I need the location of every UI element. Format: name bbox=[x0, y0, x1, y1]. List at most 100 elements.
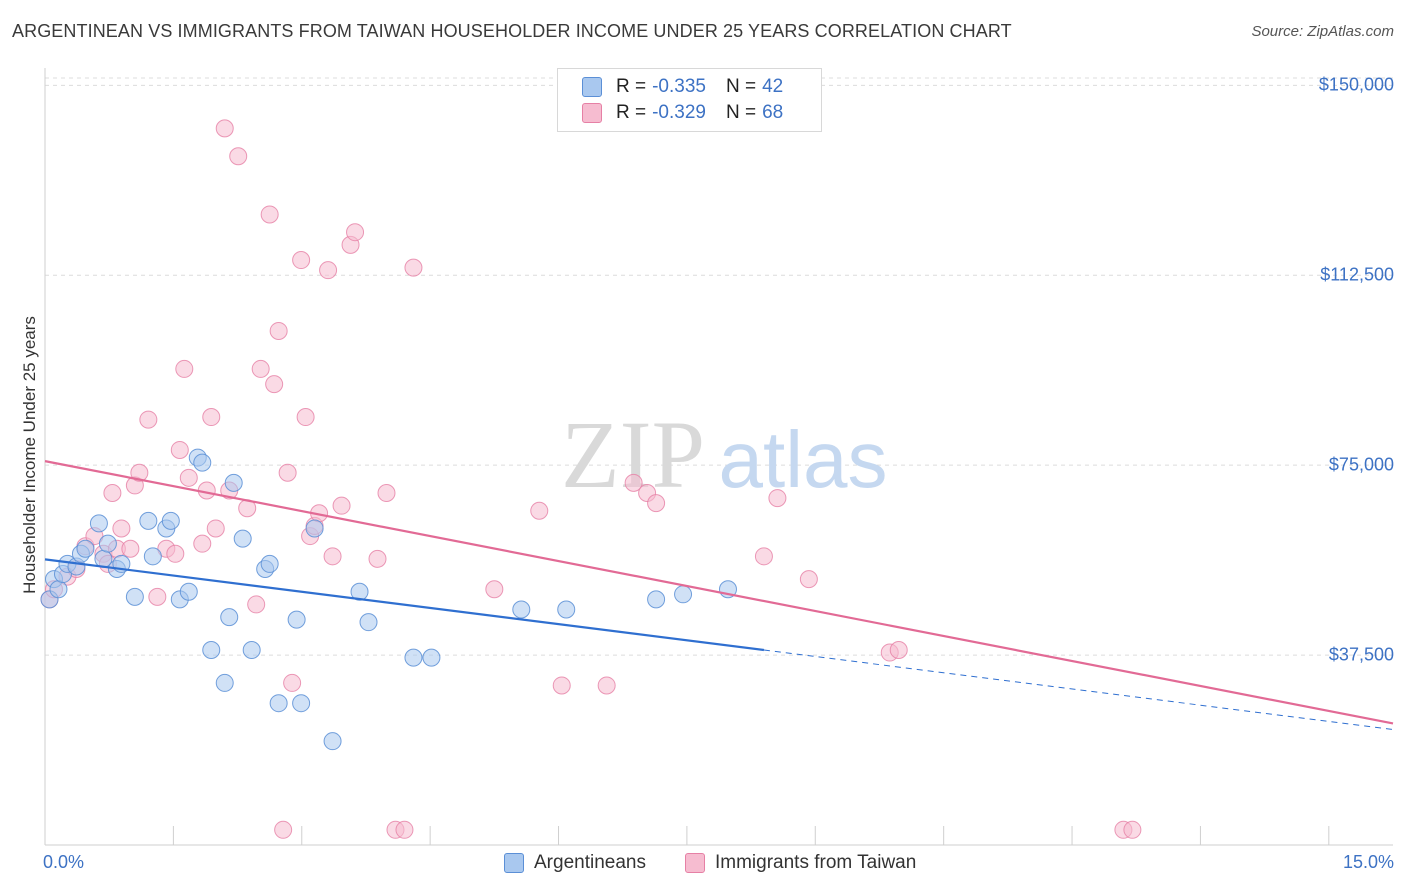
chart-title: ARGENTINEAN VS IMMIGRANTS FROM TAIWAN HO… bbox=[12, 21, 1012, 41]
legend-row-argentineans: R = -0.335 N = 42 bbox=[582, 75, 803, 99]
taiwan-point bbox=[296, 408, 315, 427]
taiwan-point bbox=[768, 489, 787, 508]
taiwan-point bbox=[395, 820, 414, 839]
taiwan-point bbox=[552, 676, 571, 695]
argentinean-point bbox=[139, 511, 158, 530]
taiwan-point bbox=[377, 484, 396, 503]
y-tick-label: $37,500 bbox=[1328, 644, 1394, 665]
taiwan-point bbox=[283, 673, 302, 692]
taiwan-point bbox=[332, 496, 351, 515]
taiwan-point bbox=[754, 547, 773, 566]
taiwan-point bbox=[274, 820, 293, 839]
argentineans-trend-line bbox=[44, 558, 765, 652]
trend-lines bbox=[44, 460, 1394, 731]
taiwan-point bbox=[647, 494, 666, 513]
taiwan-legend-swatch bbox=[685, 853, 705, 873]
argentinean-point bbox=[98, 534, 117, 553]
argentinean-point bbox=[125, 587, 144, 606]
r-value: -0.335 bbox=[652, 76, 706, 97]
taiwan-point bbox=[404, 258, 423, 277]
argentineans-trend-extension bbox=[763, 649, 1394, 731]
argentinean-point bbox=[220, 608, 239, 627]
taiwan-trend-line bbox=[44, 460, 1394, 725]
x-tick-min: 0.0% bbox=[43, 852, 85, 872]
watermark: ZIP atlas bbox=[561, 401, 887, 508]
taiwan-point bbox=[179, 468, 198, 487]
argentinean-point bbox=[215, 673, 234, 692]
argentinean-point bbox=[359, 613, 378, 632]
taiwan-point bbox=[170, 440, 189, 459]
argentinean-point bbox=[350, 582, 369, 601]
source-label: Source: ZipAtlas.com bbox=[1251, 23, 1394, 40]
y-tick-label: $112,500 bbox=[1320, 264, 1394, 285]
grid-lines bbox=[45, 77, 1393, 656]
r-label: R = bbox=[616, 76, 647, 97]
argentinean-point bbox=[292, 694, 311, 713]
n-label: N = bbox=[725, 102, 757, 123]
argentinean-point bbox=[49, 580, 68, 599]
argentineans-legend-label: Argentineans bbox=[534, 852, 646, 873]
taiwan-point bbox=[175, 359, 194, 378]
taiwan-point bbox=[130, 463, 149, 482]
argentinean-point bbox=[674, 585, 693, 604]
taiwan-point bbox=[346, 223, 365, 242]
argentinean-point bbox=[647, 590, 666, 609]
taiwan-point bbox=[530, 501, 549, 520]
taiwan-point bbox=[265, 375, 284, 394]
y-tick-label: $75,000 bbox=[1328, 454, 1394, 475]
argentinean-point bbox=[224, 473, 243, 492]
argentinean-point bbox=[269, 694, 288, 713]
argentinean-point bbox=[404, 648, 423, 667]
argentineans-swatch bbox=[582, 77, 602, 97]
argentinean-point bbox=[512, 600, 531, 619]
taiwan-point bbox=[206, 519, 225, 538]
argentinean-point bbox=[202, 641, 221, 660]
taiwan-point bbox=[799, 570, 818, 589]
taiwan-point bbox=[247, 595, 266, 614]
legend-row-taiwan: R = -0.329 N = 68 bbox=[582, 101, 803, 125]
axes bbox=[44, 68, 1393, 846]
taiwan-point bbox=[202, 408, 221, 427]
n-value: 42 bbox=[762, 76, 784, 97]
taiwan-point bbox=[229, 147, 248, 166]
taiwan-point bbox=[121, 539, 140, 558]
argentinean-point bbox=[287, 610, 306, 629]
argentinean-point bbox=[557, 600, 576, 619]
argentinean-point bbox=[305, 519, 324, 538]
y-tick-label: $150,000 bbox=[1318, 74, 1394, 95]
taiwan-point bbox=[889, 641, 908, 660]
watermark-zip: ZIP bbox=[561, 401, 705, 508]
argentinean-point bbox=[260, 554, 279, 573]
n-value: 68 bbox=[762, 102, 784, 123]
r-value: -0.329 bbox=[652, 102, 706, 123]
taiwan-point bbox=[292, 251, 311, 270]
y-axis-label: Householder Income Under 25 years bbox=[20, 316, 39, 594]
taiwan-point bbox=[260, 205, 279, 224]
taiwan-point bbox=[103, 484, 122, 503]
bottom-legend-taiwan: Immigrants from Taiwan bbox=[685, 852, 916, 874]
argentinean-point bbox=[76, 539, 95, 558]
argentinean-point bbox=[143, 547, 162, 566]
taiwan-point bbox=[319, 261, 338, 280]
taiwan-point bbox=[624, 473, 643, 492]
taiwan-point bbox=[485, 580, 504, 599]
taiwan-point bbox=[112, 519, 131, 538]
argentinean-point bbox=[161, 511, 180, 530]
argentinean-point bbox=[193, 453, 212, 472]
r-label: R = bbox=[616, 102, 647, 123]
x-tick-max: 15.0% bbox=[1342, 852, 1394, 872]
taiwan-point bbox=[148, 587, 167, 606]
taiwan-point bbox=[368, 549, 387, 568]
argentinean-point bbox=[323, 732, 342, 751]
taiwan-point bbox=[278, 463, 297, 482]
n-label: N = bbox=[725, 76, 757, 97]
taiwan-point bbox=[251, 359, 270, 378]
argentinean-point bbox=[233, 529, 252, 548]
argentinean-point bbox=[89, 514, 108, 533]
taiwan-swatch bbox=[582, 103, 602, 123]
argentinean-point bbox=[242, 641, 261, 660]
argentinean-point bbox=[422, 648, 441, 667]
watermark-atlas: atlas bbox=[719, 415, 888, 504]
taiwan-point bbox=[139, 410, 158, 429]
